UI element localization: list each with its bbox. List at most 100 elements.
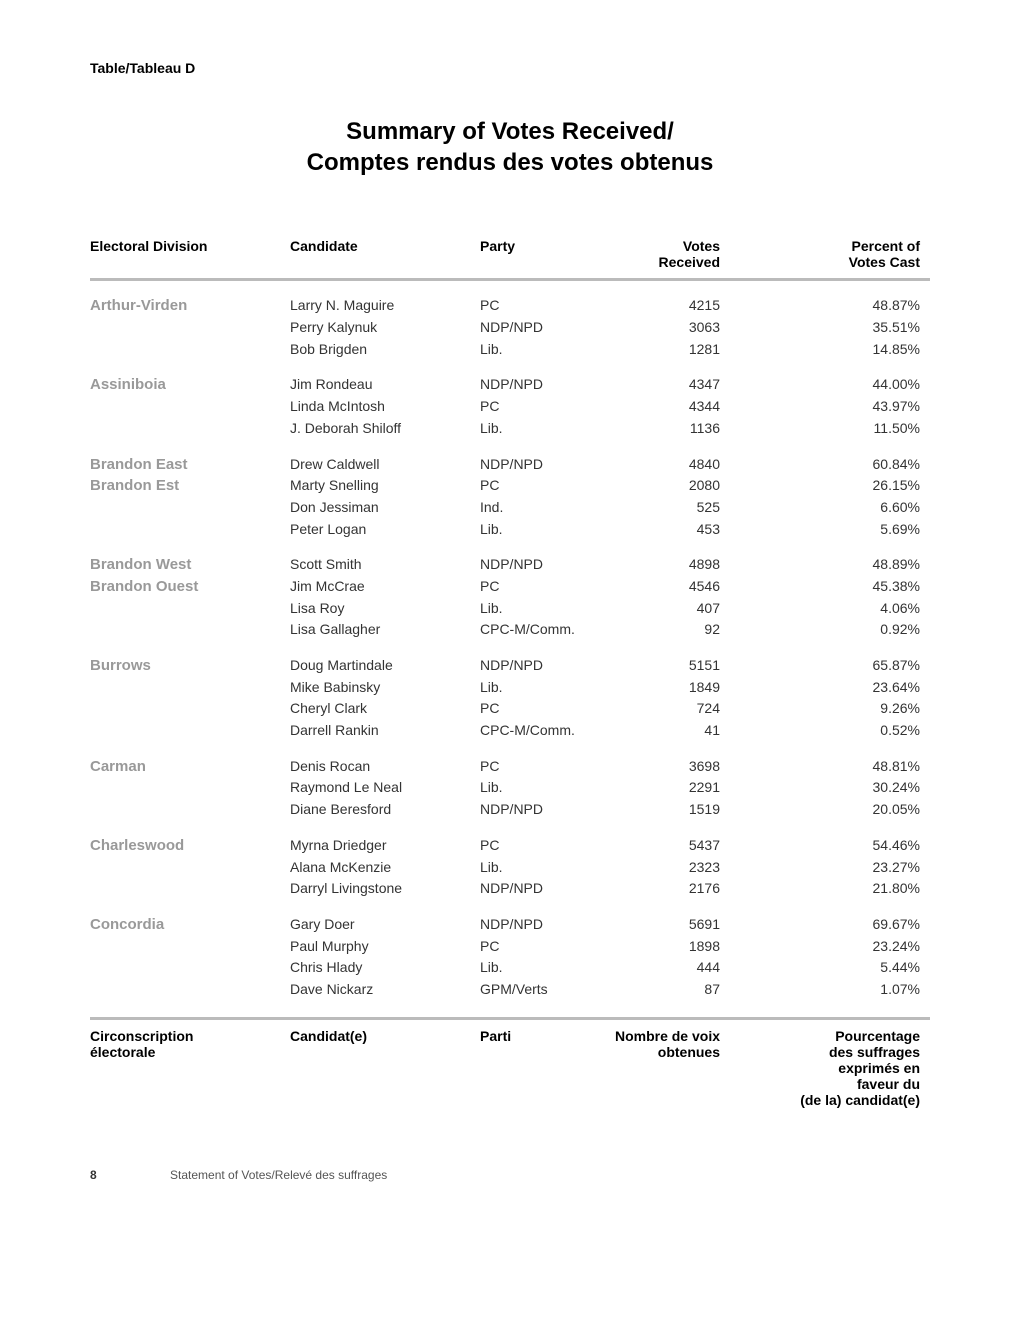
table-row: Linda McIntoshPC434443.97% xyxy=(90,396,930,418)
table-row: ConcordiaGary DoerNDP/NPD569169.67% xyxy=(90,914,930,936)
division-section: AssiniboiaJim RondeauNDP/NPD434744.00%Li… xyxy=(90,374,930,439)
footer-candidate: Candidat(e) xyxy=(290,1028,480,1108)
table-row: Alana McKenzieLib.232323.27% xyxy=(90,857,930,879)
party-cell: PC xyxy=(480,396,620,418)
footer-percent-l4: faveur du xyxy=(857,1076,920,1092)
table-label: Table/Tableau D xyxy=(90,60,930,76)
table-row: Darrell RankinCPC-M/Comm.410.52% xyxy=(90,720,930,742)
votes-cell: 5151 xyxy=(620,655,760,677)
table-row: Cheryl ClarkPC7249.26% xyxy=(90,698,930,720)
division-cell: Brandon Ouest xyxy=(90,576,290,598)
party-cell: Lib. xyxy=(480,339,620,361)
page-footer: 8 Statement of Votes/Relevé des suffrage… xyxy=(90,1168,930,1182)
percent-cell: 54.46% xyxy=(760,835,920,857)
division-section: ConcordiaGary DoerNDP/NPD569169.67%Paul … xyxy=(90,914,930,1001)
votes-cell: 1136 xyxy=(620,418,760,440)
table-row: Arthur-VirdenLarry N. MaguirePC421548.87… xyxy=(90,295,930,317)
party-cell: CPC-M/Comm. xyxy=(480,720,620,742)
division-section: Arthur-VirdenLarry N. MaguirePC421548.87… xyxy=(90,295,930,360)
header-percent-l2: Votes Cast xyxy=(849,254,920,270)
table-row: Peter LoganLib.4535.69% xyxy=(90,519,930,541)
votes-cell: 87 xyxy=(620,979,760,1001)
footer-percent-l2: des suffrages xyxy=(829,1044,920,1060)
division-cell xyxy=(90,339,290,361)
party-cell: PC xyxy=(480,835,620,857)
table-header-row: Electoral Division Candidate Party Votes… xyxy=(90,238,930,281)
header-division: Electoral Division xyxy=(90,238,290,270)
header-party: Party xyxy=(480,238,620,270)
candidate-cell: Scott Smith xyxy=(290,554,480,576)
votes-cell: 92 xyxy=(620,619,760,641)
division-section: Brandon EastDrew CaldwellNDP/NPD484060.8… xyxy=(90,454,930,541)
percent-cell: 20.05% xyxy=(760,799,920,821)
party-cell: PC xyxy=(480,936,620,958)
percent-cell: 6.60% xyxy=(760,497,920,519)
percent-cell: 35.51% xyxy=(760,317,920,339)
party-cell: Lib. xyxy=(480,677,620,699)
candidate-cell: Drew Caldwell xyxy=(290,454,480,476)
party-cell: NDP/NPD xyxy=(480,317,620,339)
votes-cell: 4215 xyxy=(620,295,760,317)
header-percent-l1: Percent of xyxy=(852,238,920,254)
votes-cell: 724 xyxy=(620,698,760,720)
division-cell xyxy=(90,317,290,339)
party-cell: PC xyxy=(480,576,620,598)
candidate-cell: Jim Rondeau xyxy=(290,374,480,396)
footer-party: Parti xyxy=(480,1028,580,1108)
percent-cell: 48.87% xyxy=(760,295,920,317)
division-cell: Carman xyxy=(90,756,290,778)
votes-cell: 525 xyxy=(620,497,760,519)
percent-cell: 44.00% xyxy=(760,374,920,396)
page-footer-text: Statement of Votes/Relevé des suffrages xyxy=(170,1168,387,1182)
division-cell xyxy=(90,519,290,541)
division-cell xyxy=(90,857,290,879)
candidate-cell: Gary Doer xyxy=(290,914,480,936)
title-line-2: Comptes rendus des votes obtenus xyxy=(307,149,714,176)
candidate-cell: Darryl Livingstone xyxy=(290,878,480,900)
division-cell xyxy=(90,698,290,720)
votes-cell: 4898 xyxy=(620,554,760,576)
candidate-cell: Doug Martindale xyxy=(290,655,480,677)
percent-cell: 45.38% xyxy=(760,576,920,598)
candidate-cell: Lisa Roy xyxy=(290,598,480,620)
title-line-1: Summary of Votes Received/ xyxy=(346,118,674,145)
party-cell: Lib. xyxy=(480,519,620,541)
percent-cell: 11.50% xyxy=(760,418,920,440)
votes-cell: 3063 xyxy=(620,317,760,339)
candidate-cell: Don Jessiman xyxy=(290,497,480,519)
candidate-cell: Peter Logan xyxy=(290,519,480,541)
table-row: BurrowsDoug MartindaleNDP/NPD515165.87% xyxy=(90,655,930,677)
division-section: BurrowsDoug MartindaleNDP/NPD515165.87%M… xyxy=(90,655,930,742)
table-row: CarmanDenis RocanPC369848.81% xyxy=(90,756,930,778)
votes-cell: 4840 xyxy=(620,454,760,476)
table-row: Chris HladyLib.4445.44% xyxy=(90,957,930,979)
party-cell: Lib. xyxy=(480,777,620,799)
votes-cell: 2323 xyxy=(620,857,760,879)
votes-cell: 3698 xyxy=(620,756,760,778)
table-row: Brandon WestScott SmithNDP/NPD489848.89% xyxy=(90,554,930,576)
party-cell: PC xyxy=(480,698,620,720)
page-title: Summary of Votes Received/ Comptes rendu… xyxy=(90,116,930,178)
division-cell: Charleswood xyxy=(90,835,290,857)
party-cell: GPM/Verts xyxy=(480,979,620,1001)
division-cell: Brandon East xyxy=(90,454,290,476)
table-row: CharleswoodMyrna DriedgerPC543754.46% xyxy=(90,835,930,857)
votes-cell: 5437 xyxy=(620,835,760,857)
table-row: Brandon OuestJim McCraePC454645.38% xyxy=(90,576,930,598)
candidate-cell: Marty Snelling xyxy=(290,475,480,497)
percent-cell: 5.44% xyxy=(760,957,920,979)
percent-cell: 48.89% xyxy=(760,554,920,576)
percent-cell: 1.07% xyxy=(760,979,920,1001)
percent-cell: 26.15% xyxy=(760,475,920,497)
division-cell xyxy=(90,677,290,699)
candidate-cell: Linda McIntosh xyxy=(290,396,480,418)
division-cell: Brandon West xyxy=(90,554,290,576)
party-cell: PC xyxy=(480,756,620,778)
party-cell: PC xyxy=(480,475,620,497)
percent-cell: 48.81% xyxy=(760,756,920,778)
party-cell: Lib. xyxy=(480,957,620,979)
division-cell: Burrows xyxy=(90,655,290,677)
division-section: CarmanDenis RocanPC369848.81%Raymond Le … xyxy=(90,756,930,821)
percent-cell: 43.97% xyxy=(760,396,920,418)
votes-cell: 4347 xyxy=(620,374,760,396)
